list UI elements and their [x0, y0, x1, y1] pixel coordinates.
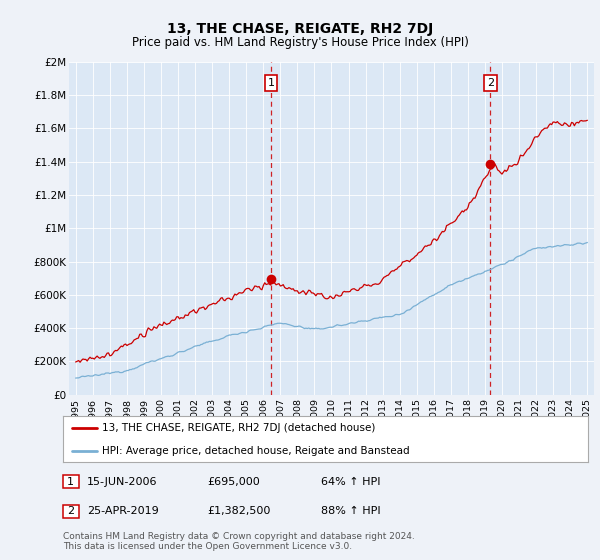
Text: 25-APR-2019: 25-APR-2019 — [87, 506, 159, 516]
Text: 64% ↑ HPI: 64% ↑ HPI — [321, 477, 380, 487]
Text: £1,382,500: £1,382,500 — [207, 506, 271, 516]
Text: 13, THE CHASE, REIGATE, RH2 7DJ (detached house): 13, THE CHASE, REIGATE, RH2 7DJ (detache… — [103, 423, 376, 433]
Text: 15-JUN-2006: 15-JUN-2006 — [87, 477, 157, 487]
Text: 88% ↑ HPI: 88% ↑ HPI — [321, 506, 380, 516]
Text: Price paid vs. HM Land Registry's House Price Index (HPI): Price paid vs. HM Land Registry's House … — [131, 36, 469, 49]
Text: Contains HM Land Registry data © Crown copyright and database right 2024.
This d: Contains HM Land Registry data © Crown c… — [63, 532, 415, 552]
Text: 1: 1 — [268, 78, 275, 88]
Text: 13, THE CHASE, REIGATE, RH2 7DJ: 13, THE CHASE, REIGATE, RH2 7DJ — [167, 22, 433, 36]
Text: 1: 1 — [67, 477, 74, 487]
Text: 2: 2 — [487, 78, 494, 88]
Text: 2: 2 — [67, 506, 74, 516]
Text: £695,000: £695,000 — [207, 477, 260, 487]
Text: HPI: Average price, detached house, Reigate and Banstead: HPI: Average price, detached house, Reig… — [103, 446, 410, 455]
